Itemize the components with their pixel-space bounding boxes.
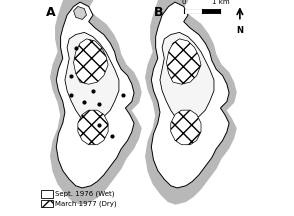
Polygon shape <box>151 2 229 188</box>
Bar <box>41 200 53 207</box>
Polygon shape <box>65 32 119 123</box>
Text: Sept. 1976 (Wet): Sept. 1976 (Wet) <box>55 191 115 197</box>
Text: March 1977 (Dry): March 1977 (Dry) <box>55 200 117 207</box>
Text: 0: 0 <box>181 0 186 5</box>
Polygon shape <box>171 110 201 145</box>
Text: 1 km: 1 km <box>212 0 229 5</box>
Bar <box>41 190 53 198</box>
Polygon shape <box>78 110 108 145</box>
Text: A: A <box>46 6 55 19</box>
Text: N: N <box>236 26 243 35</box>
Polygon shape <box>74 39 108 84</box>
Polygon shape <box>145 0 237 205</box>
Polygon shape <box>74 6 86 19</box>
Polygon shape <box>160 32 214 123</box>
Polygon shape <box>56 2 134 188</box>
Polygon shape <box>50 0 142 205</box>
Polygon shape <box>166 39 201 84</box>
Text: B: B <box>153 6 163 19</box>
